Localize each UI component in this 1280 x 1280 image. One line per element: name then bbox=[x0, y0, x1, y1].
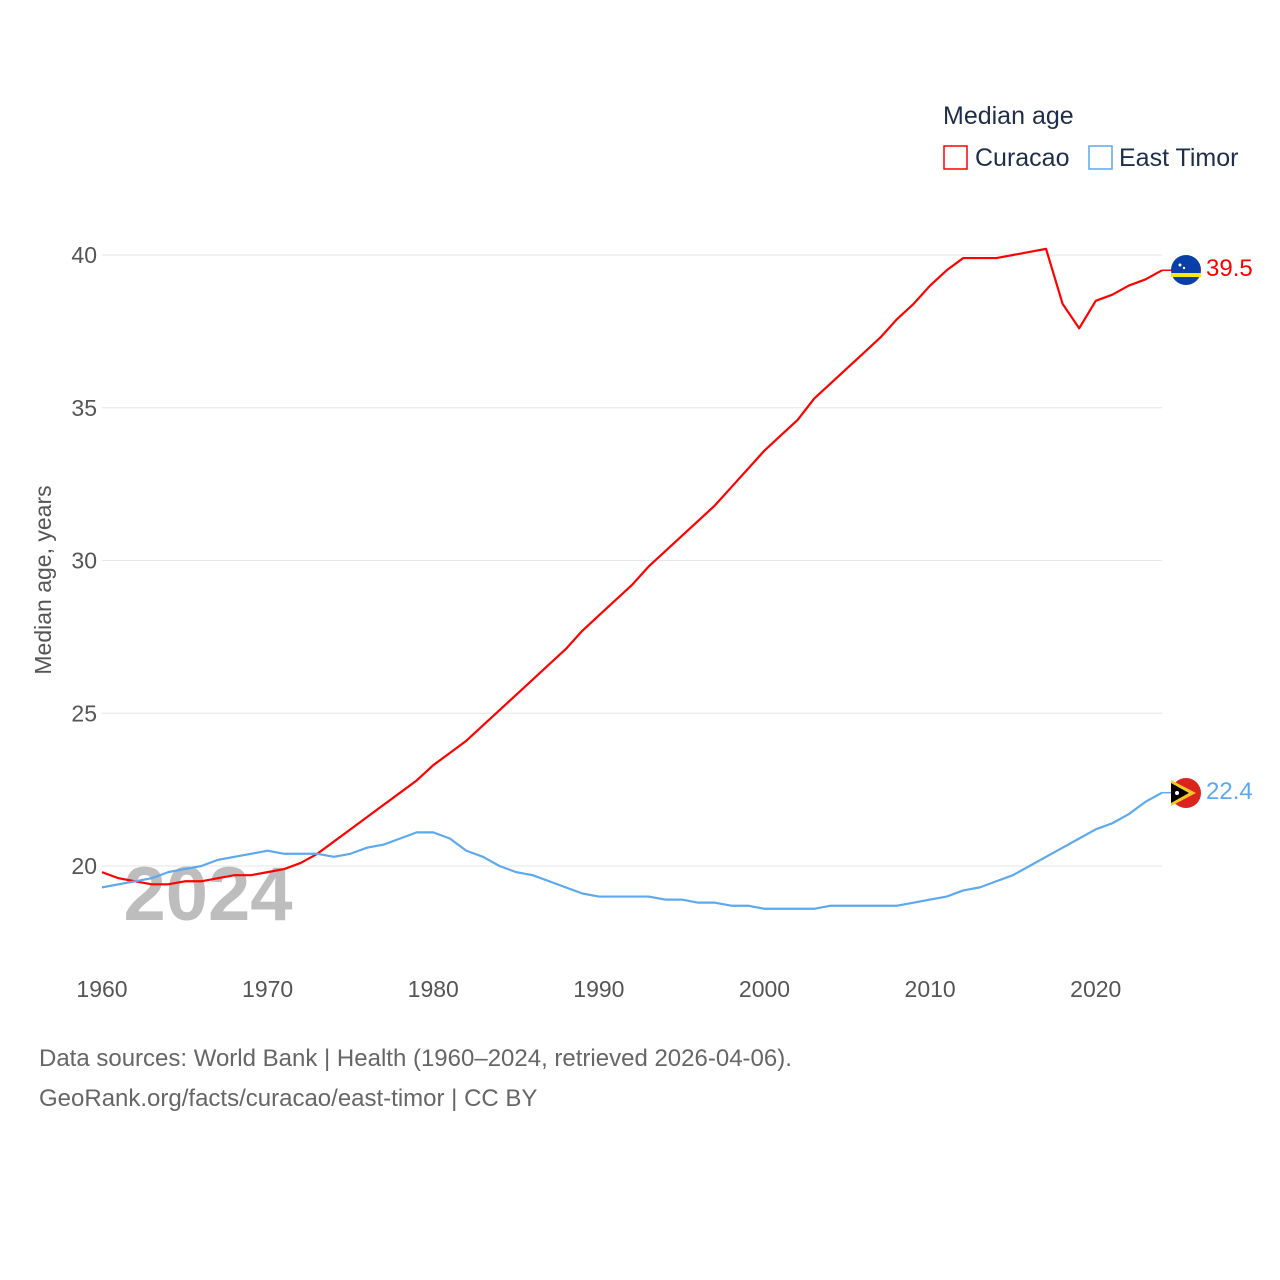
curacao-flag-icon bbox=[1171, 255, 1201, 285]
y-tick-label: 20 bbox=[71, 853, 97, 879]
attribution-link[interactable]: GeoRank.org/facts/curacao/east-timor | C… bbox=[39, 1085, 538, 1112]
x-tick-label: 1990 bbox=[573, 976, 624, 1002]
legend-label: Curacao bbox=[975, 144, 1070, 172]
legend-title: Median age bbox=[943, 102, 1074, 130]
legend-label: East Timor bbox=[1119, 144, 1238, 172]
legend-item-east-timor[interactable]: East Timor bbox=[1088, 144, 1238, 172]
x-tick-label: 2010 bbox=[905, 976, 956, 1002]
x-tick-label: 1960 bbox=[76, 976, 127, 1002]
x-tick-label: 2000 bbox=[739, 976, 790, 1002]
y-tick-label: 30 bbox=[71, 548, 97, 574]
legend-swatch bbox=[943, 145, 968, 170]
y-tick-label: 25 bbox=[71, 700, 97, 726]
east-timor-end-label: 22.4 bbox=[1206, 778, 1253, 805]
x-tick-label: 2020 bbox=[1070, 976, 1121, 1002]
y-tick-label: 35 bbox=[71, 395, 97, 421]
x-tick-label: 1970 bbox=[242, 976, 293, 1002]
east-timor-flag-icon bbox=[1171, 778, 1201, 808]
legend-swatch bbox=[1088, 145, 1113, 170]
curacao-end-label: 39.5 bbox=[1206, 255, 1253, 282]
series-line-east-timor bbox=[101, 791, 1163, 910]
source-line: Data sources: World Bank | Health (1960–… bbox=[39, 1045, 792, 1072]
series-line-curacao bbox=[101, 247, 1163, 886]
legend-item-curacao[interactable]: Curacao bbox=[943, 144, 1070, 172]
y-axis-label: Median age, years bbox=[30, 485, 56, 674]
year-watermark: 2024 bbox=[123, 852, 292, 937]
y-tick-label: 40 bbox=[71, 242, 97, 268]
x-tick-label: 1980 bbox=[408, 976, 459, 1002]
